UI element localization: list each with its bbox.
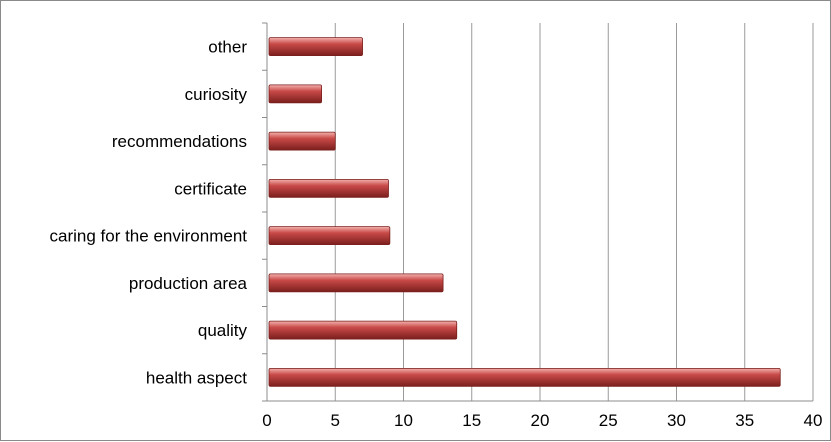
x-tick-label: 15 bbox=[462, 411, 481, 430]
category-label: quality bbox=[198, 321, 248, 340]
bar-other bbox=[268, 37, 363, 57]
category-label: production area bbox=[129, 274, 248, 293]
bar-curiosity bbox=[268, 84, 322, 104]
axes bbox=[262, 22, 813, 402]
category-label: certificate bbox=[174, 179, 247, 198]
x-tick-label: 20 bbox=[531, 411, 550, 430]
bars bbox=[268, 37, 781, 387]
category-label: curiosity bbox=[185, 85, 248, 104]
x-tick-label: 30 bbox=[667, 411, 686, 430]
category-label: caring for the environment bbox=[50, 227, 248, 246]
bar-certificate bbox=[268, 178, 389, 198]
category-label: recommendations bbox=[112, 132, 247, 151]
gridlines bbox=[334, 23, 814, 401]
x-tick-label: 5 bbox=[331, 411, 340, 430]
bar-recommendations bbox=[268, 131, 336, 151]
bar-quality bbox=[268, 320, 458, 340]
x-tick-label: 10 bbox=[394, 411, 413, 430]
category-label: other bbox=[208, 38, 247, 57]
bar-caring-for-the-environment bbox=[268, 226, 391, 246]
bar-production-area bbox=[268, 273, 444, 293]
bar-health-aspect bbox=[268, 367, 781, 387]
category-labels: health aspect quality production area carin… bbox=[50, 38, 248, 388]
x-tick-label: 25 bbox=[599, 411, 618, 430]
x-tick-label: 40 bbox=[804, 411, 823, 430]
category-label: health aspect bbox=[146, 368, 247, 387]
x-tick-label: 0 bbox=[262, 411, 271, 430]
x-tick-label: 35 bbox=[735, 411, 754, 430]
x-tick-labels: 0 5 10 15 20 25 30 35 40 bbox=[262, 411, 822, 430]
